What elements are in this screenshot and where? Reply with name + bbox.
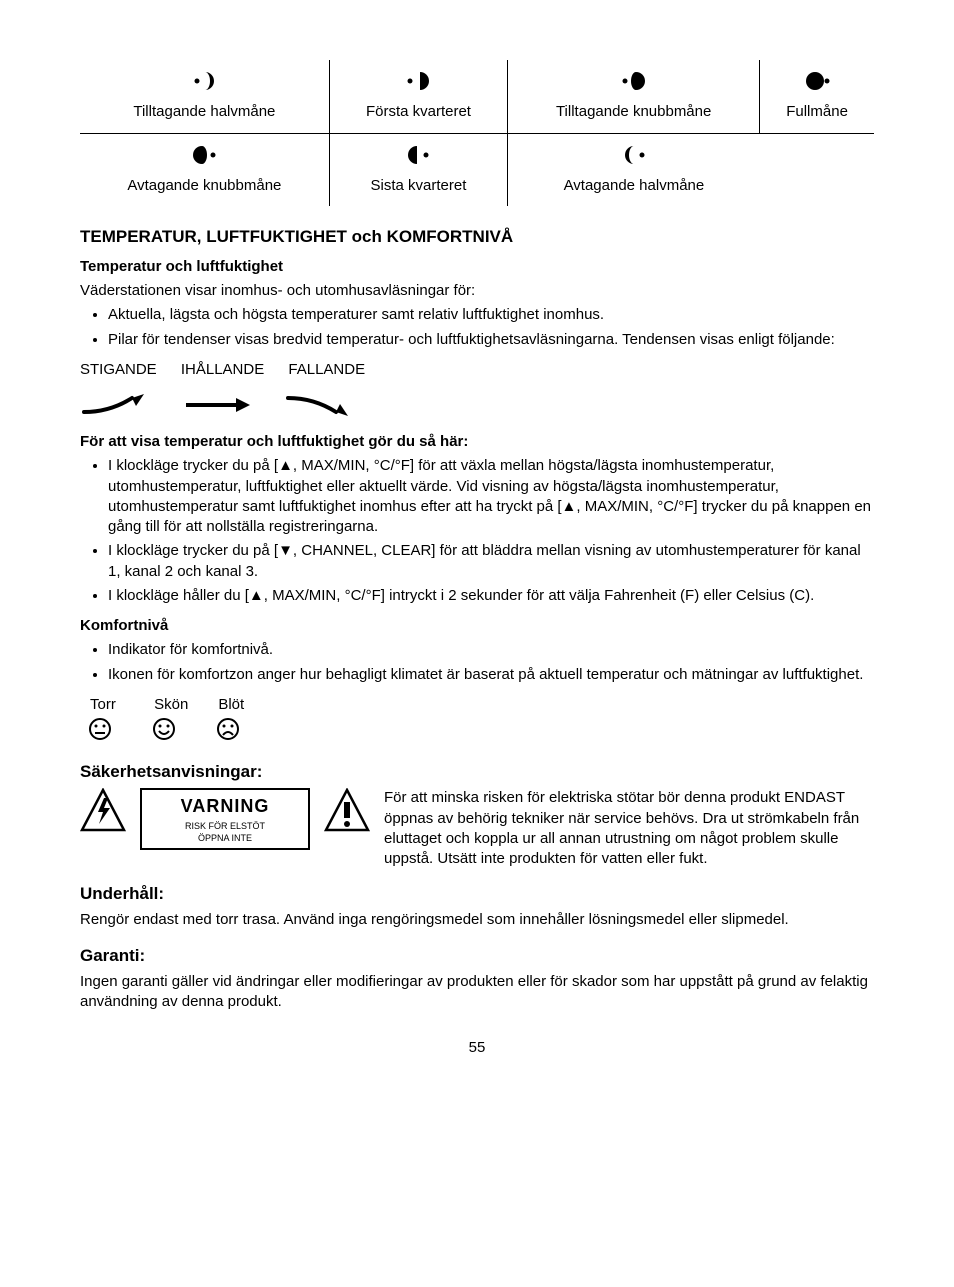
moon-cell: Sista kvarteret [329,133,507,206]
warning-line1: RISK FÖR ELSTÖT [150,821,300,832]
list-item: Aktuella, lägsta och högsta temperaturer… [108,305,874,325]
list-item: I klockläge trycker du på [▲, MAX/MIN, °… [108,456,874,537]
section-title: Underhåll: [80,883,874,906]
moon-label: Avtagande knubbmåne [127,177,281,194]
waning-gibbous-icon [191,144,217,172]
subheading: Temperatur och luftfuktighet [80,257,874,277]
list-item: Indikator för komfortnivå. [108,640,874,660]
comfort-dry-label: Torr [90,695,150,715]
moon-cell: Avtagande knubbmåne [80,133,329,206]
waxing-crescent-icon [191,70,217,98]
safety-text: För att minska risken för elektriska stö… [384,788,874,869]
trend-labels: STIGANDE IHÅLLANDE FALLANDE [80,360,874,380]
comfort-labels: Torr Skön Blöt [90,695,874,715]
moon-label: Tilltagande knubbmåne [556,103,711,120]
bullet-list: Aktuella, lägsta och högsta temperaturer… [80,305,874,350]
list-item: I klockläge håller du [▲, MAX/MIN, °C/°F… [108,586,874,606]
comfort-wet-label: Blöt [218,695,278,715]
section-title: Säkerhetsanvisningar: [80,761,874,784]
bullet-list: I klockläge trycker du på [▲, MAX/MIN, °… [80,456,874,606]
trend-arrows [80,392,874,418]
moon-label: Första kvarteret [366,103,471,120]
warning-exclaim-icon [324,788,370,838]
moon-label: Sista kvarteret [371,177,467,194]
moon-phase-table: Tilltagande halvmåne Första kvarteret Ti… [80,60,874,206]
page-number: 55 [80,1038,874,1058]
moon-cell: Avtagande halvmåne [508,133,760,206]
moon-cell: Första kvarteret [329,60,507,133]
warning-line2: ÖPPNA INTE [150,833,300,844]
full-moon-icon [804,70,830,98]
paragraph: Väderstationen visar inomhus- och utomhu… [80,281,874,301]
face-sad-icon [216,717,276,747]
waxing-gibbous-icon [621,70,647,98]
moon-cell: Tilltagande halvmåne [80,60,329,133]
moon-label: Fullmåne [786,103,848,120]
section-title: TEMPERATUR, LUFTFUKTIGHET och KOMFORTNIV… [80,226,874,249]
list-item: I klockläge trycker du på [▼, CHANNEL, C… [108,541,874,582]
arrow-rising-icon [80,392,150,418]
comfort-faces [88,717,874,747]
paragraph: Ingen garanti gäller vid ändringar eller… [80,972,874,1013]
subheading: Komfortnivå [80,616,874,636]
paragraph: Rengör endast med torr trasa. Använd ing… [80,910,874,930]
warning-box: VARNING RISK FÖR ELSTÖT ÖPPNA INTE [140,788,310,850]
moon-cell: Tilltagande knubbmåne [508,60,760,133]
arrow-falling-icon [284,392,354,418]
last-quarter-icon [405,144,431,172]
face-neutral-icon [88,717,148,747]
moon-label: Tilltagande halvmåne [133,103,275,120]
trend-steady-label: IHÅLLANDE [181,360,264,380]
subheading: För att visa temperatur och luftfuktighe… [80,432,874,452]
moon-cell: Fullmåne [760,60,874,133]
trend-rising-label: STIGANDE [80,360,157,380]
waning-crescent-icon [621,144,647,172]
arrow-steady-icon [182,392,252,418]
trend-falling-label: FALLANDE [288,360,365,380]
moon-label: Avtagande halvmåne [564,177,705,194]
warning-block: VARNING RISK FÖR ELSTÖT ÖPPNA INTE För a… [80,788,874,869]
list-item: Ikonen för komfortzon anger hur behaglig… [108,665,874,685]
section-title: Garanti: [80,945,874,968]
moon-cell-empty [760,133,874,206]
face-happy-icon [152,717,212,747]
list-item: Pilar för tendenser visas bredvid temper… [108,330,874,350]
warning-title: VARNING [150,794,300,818]
first-quarter-icon [405,70,431,98]
comfort-nice-label: Skön [154,695,214,715]
bullet-list: Indikator för komfortnivå. Ikonen för ko… [80,640,874,685]
warning-bolt-icon [80,788,126,838]
